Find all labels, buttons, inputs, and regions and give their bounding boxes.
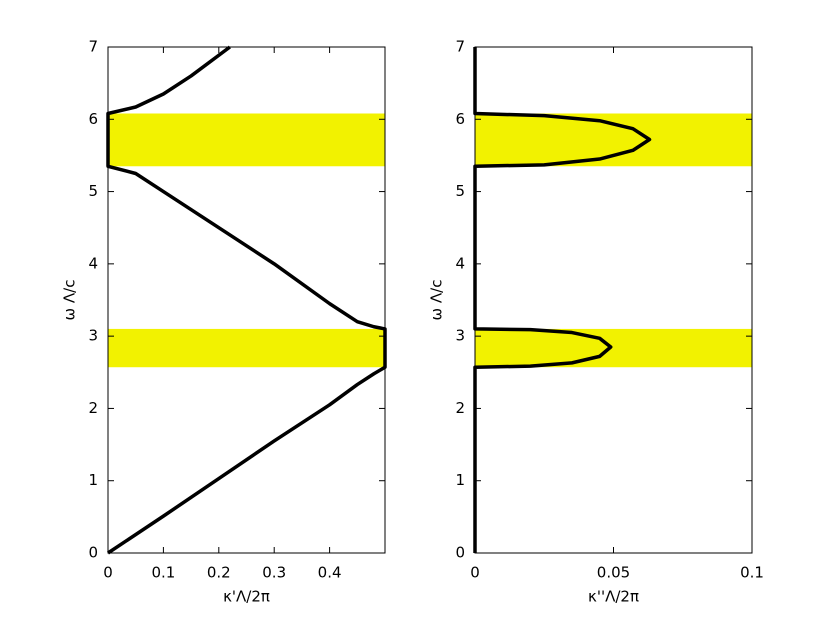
y-axis-label: ω Λ/c <box>428 280 446 321</box>
y-tick-label: 5 <box>88 182 98 200</box>
plot: 0 0.05 0.1 0 1 2 3 4 5 6 7 κ''Λ/2π ω Λ/c <box>428 38 764 606</box>
y-tick-label: 7 <box>88 38 98 56</box>
y-tick-label: 3 <box>88 327 98 345</box>
band-gap <box>475 113 752 167</box>
x-axis-label: κ'Λ/2π <box>223 588 270 606</box>
band-gap <box>108 328 385 368</box>
x-tick-label: 0.3 <box>262 564 286 582</box>
y-tick-label: 1 <box>455 471 465 489</box>
x-tick-label: 0 <box>103 564 113 582</box>
y-tick-label: 7 <box>455 38 465 56</box>
y-tick-label: 0 <box>455 544 465 562</box>
band-gap <box>475 328 752 368</box>
x-axis-label: κ''Λ/2π <box>588 588 639 606</box>
y-tick-label: 3 <box>455 327 465 345</box>
y-tick-label: 5 <box>455 182 465 200</box>
y-tick-label: 4 <box>455 254 465 272</box>
y-tick-label: 6 <box>455 110 465 128</box>
y-tick-label: 4 <box>88 254 98 272</box>
plot: 0 0.1 0.2 0.3 0.4 0 1 2 3 4 5 6 7 κ'Λ/2π ω Λ/c <box>61 38 387 606</box>
y-tick-label: 1 <box>88 471 98 489</box>
y-tick-label: 2 <box>455 399 465 417</box>
x-tick-label: 0 <box>470 564 480 582</box>
x-tick-label: 0.2 <box>207 564 231 582</box>
x-tick-label: 0.1 <box>151 564 175 582</box>
x-tick-label: 0.1 <box>740 564 764 582</box>
axes-box <box>474 46 753 554</box>
y-tick-label: 2 <box>88 399 98 417</box>
y-tick-label: 0 <box>88 544 98 562</box>
y-tick-label: 6 <box>88 110 98 128</box>
x-tick-label: 0.4 <box>318 564 342 582</box>
axes-box <box>107 46 386 554</box>
curve <box>106 45 387 555</box>
x-tick-label: 0.05 <box>597 564 630 582</box>
band-gap <box>108 113 385 167</box>
y-axis-label: ω Λ/c <box>61 280 79 321</box>
